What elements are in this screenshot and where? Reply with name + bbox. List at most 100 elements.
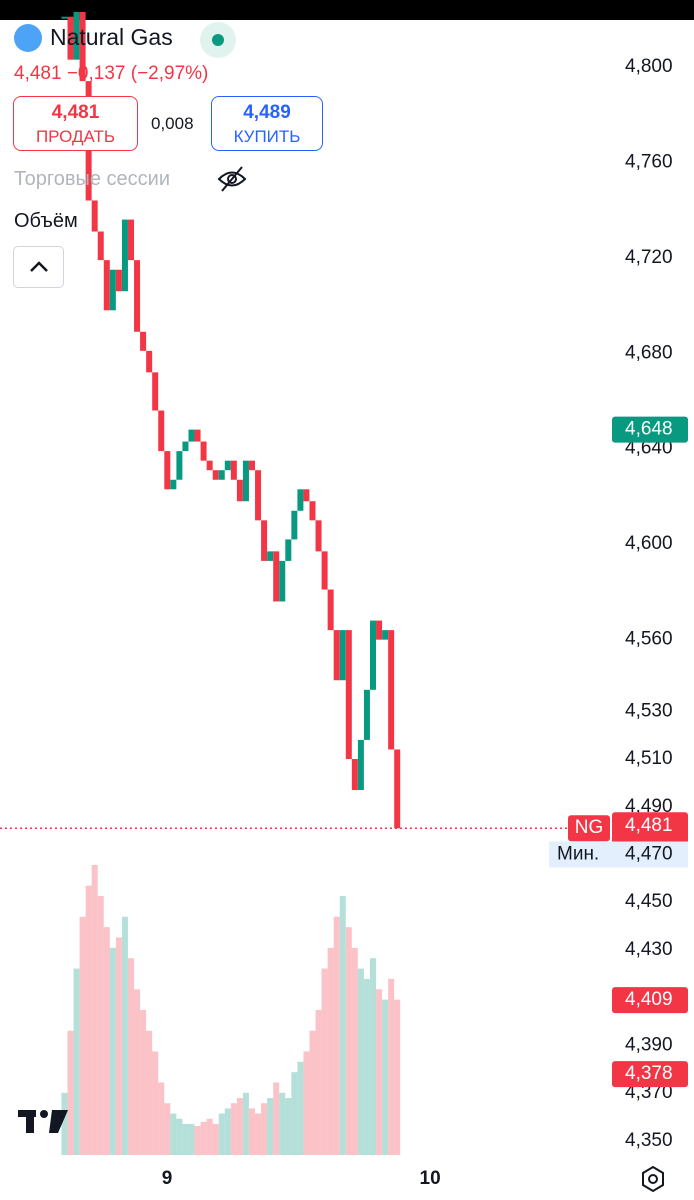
candle: [388, 630, 395, 750]
price-label: 4,409: [625, 989, 673, 1010]
y-tick-label: 4,560: [625, 629, 673, 650]
price-label-box: [612, 987, 688, 1014]
candle: [218, 470, 225, 480]
y-tick-label: 4,430: [625, 939, 673, 960]
y-tick-label: 4,760: [625, 151, 673, 172]
series-tag: NG: [575, 817, 604, 838]
volume-bar: [376, 989, 383, 1155]
volume-bar: [394, 999, 401, 1155]
y-tick-label: 4,680: [625, 342, 673, 363]
candle: [345, 630, 352, 760]
candle: [67, 16, 74, 60]
candle: [158, 410, 165, 452]
volume-bar: [164, 1103, 171, 1155]
volume-bar: [248, 1108, 255, 1155]
collapse-button[interactable]: [13, 246, 64, 288]
y-tick-label: 4,370: [625, 1082, 673, 1103]
spread: 0,008: [151, 114, 194, 133]
candle: [176, 451, 183, 480]
volume-bar: [345, 927, 352, 1155]
volume-bar: [285, 1098, 292, 1155]
quote: 4,481 −0,137 (−2,97%): [14, 63, 209, 84]
volume-bar: [224, 1108, 231, 1155]
volume-bar: [97, 896, 104, 1155]
volume-bar: [194, 1126, 201, 1155]
candle: [327, 589, 334, 631]
y-tick-label: 4,350: [625, 1130, 673, 1151]
volume-bar: [309, 1030, 316, 1155]
volume-label[interactable]: Объём: [14, 210, 78, 232]
candle: [91, 200, 98, 232]
volume-bar: [369, 958, 376, 1155]
candle: [109, 269, 116, 311]
volume-bar: [236, 1098, 243, 1155]
volume-bar: [182, 1123, 189, 1155]
sell-button[interactable]: 4,481 ПРОДАТЬ: [13, 96, 138, 151]
y-tick-label: 4,450: [625, 891, 673, 912]
candle: [351, 759, 358, 791]
candle: [363, 689, 370, 740]
sell-price: 4,481: [51, 102, 100, 123]
volume-bar: [61, 1092, 68, 1155]
candle: [291, 510, 298, 540]
candle: [315, 520, 322, 552]
candle: [230, 460, 237, 480]
volume-bar: [85, 885, 92, 1155]
candle: [152, 372, 159, 411]
candle: [339, 630, 346, 681]
series-tag-box: [568, 815, 610, 842]
volume-bar: [140, 1010, 147, 1155]
candle: [333, 630, 340, 681]
candle: [200, 441, 207, 461]
candle: [297, 489, 304, 511]
buy-label: КУПИТЬ: [233, 127, 301, 146]
buy-price: 4,489: [243, 102, 291, 123]
volume-bar: [321, 968, 328, 1155]
candle: [182, 441, 189, 452]
volume-bar: [333, 916, 340, 1155]
candle: [376, 620, 383, 640]
min-label: 4,470: [625, 844, 673, 865]
candle: [242, 460, 249, 502]
volume-bar: [357, 968, 364, 1155]
volume-bar: [315, 1010, 322, 1155]
volume-bar: [291, 1072, 298, 1155]
candle: [97, 231, 104, 261]
volume-bar: [388, 978, 395, 1155]
candle: [279, 560, 286, 602]
min-name: Мин.: [557, 844, 599, 865]
hide-icon[interactable]: [216, 164, 248, 194]
candle: [212, 470, 219, 480]
candle: [61, 16, 68, 19]
symbol-name[interactable]: Natural Gas: [50, 24, 173, 50]
buy-button[interactable]: 4,489 КУПИТЬ: [211, 96, 323, 151]
volume-bar: [255, 1113, 262, 1155]
candle: [194, 429, 201, 442]
y-tick-label: 4,720: [625, 247, 673, 268]
candle: [248, 460, 255, 471]
candle: [321, 551, 328, 590]
current-price-label: 4,481: [625, 815, 673, 836]
volume-bar: [115, 937, 122, 1155]
volume-bar: [303, 1051, 310, 1155]
settings-icon[interactable]: [642, 1165, 664, 1193]
x-tick-label: 10: [420, 1168, 441, 1189]
candle: [188, 429, 195, 442]
candle: [261, 520, 268, 561]
market-status[interactable]: [200, 22, 236, 58]
y-tick-label: 4,800: [625, 56, 673, 77]
min-box: [549, 841, 688, 868]
candle: [273, 551, 280, 602]
volume-bar: [79, 916, 86, 1155]
candle: [79, 11, 86, 82]
y-tick-label: 4,490: [625, 796, 673, 817]
volume-bar: [351, 947, 358, 1155]
price-label: 4,648: [625, 419, 673, 440]
sessions-label[interactable]: Торговые сессии: [14, 168, 171, 190]
price-label-box: [612, 416, 688, 443]
candle: [140, 331, 147, 351]
y-tick-label: 4,640: [625, 438, 673, 459]
volume-bar: [279, 1092, 286, 1155]
volume-bar: [382, 999, 389, 1155]
